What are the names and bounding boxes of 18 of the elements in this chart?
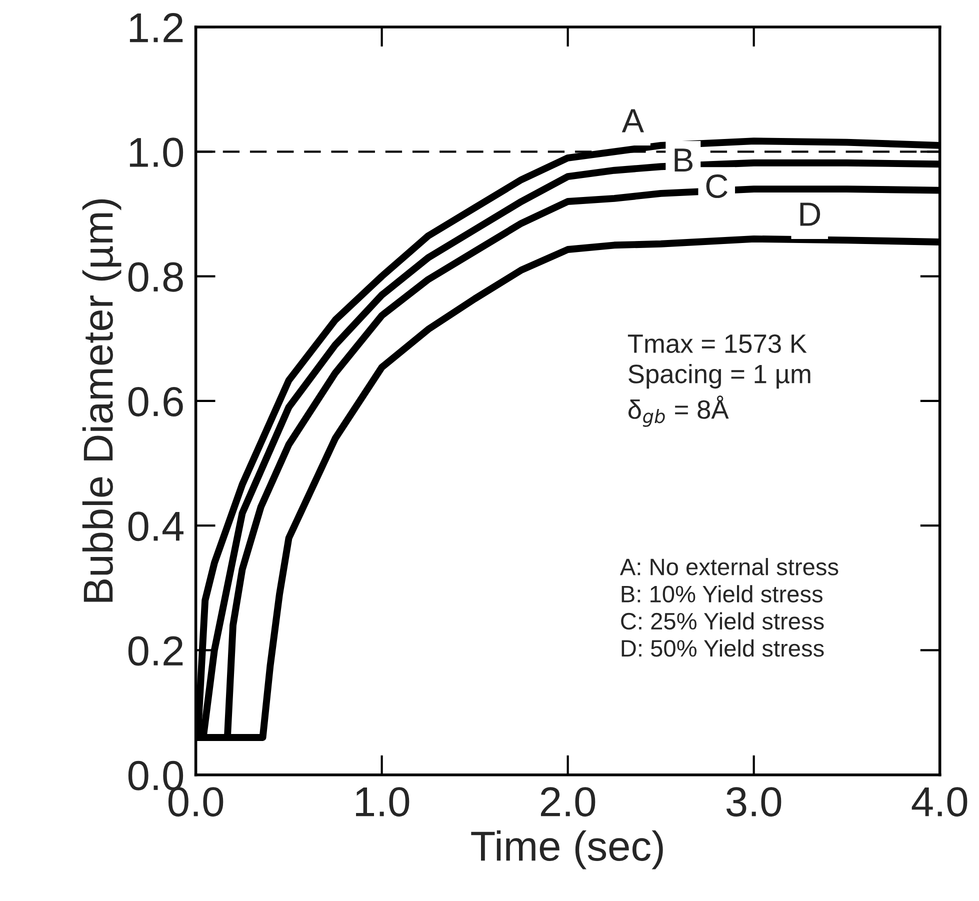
y-tick-label: 0.2 — [128, 636, 183, 666]
annotation: D — [800, 202, 820, 226]
y-axis-title: Bubble Diameter (µm) — [82, 199, 122, 602]
y-tick-label: 1.2 — [130, 13, 183, 42]
x-tick-label: 2.0 — [540, 787, 596, 817]
x-tick-label: 4.0 — [912, 787, 968, 817]
x-tick-label: 1.0 — [356, 787, 410, 817]
y-tick-label: 0.8 — [128, 262, 183, 292]
x-tick-label: 3.0 — [726, 787, 782, 817]
annotation: Tmax = 1573 K Spacing = 1 µm δ$_{gb}$ = 8Å — [628, 334, 810, 427]
x-axis-title: Time (sec) — [471, 830, 663, 870]
annotation: C — [706, 174, 728, 198]
annotation: A — [622, 109, 644, 132]
y-tick-label: 0.4 — [128, 512, 184, 542]
annotation: B — [674, 148, 693, 172]
annotation: A: No external stress B: 10% Yield stress C: 25% Yield stress D: 50% Yield stress — [620, 558, 838, 657]
y-tick-label: 0.6 — [128, 386, 183, 416]
y-tick-label: 1.0 — [130, 138, 184, 168]
